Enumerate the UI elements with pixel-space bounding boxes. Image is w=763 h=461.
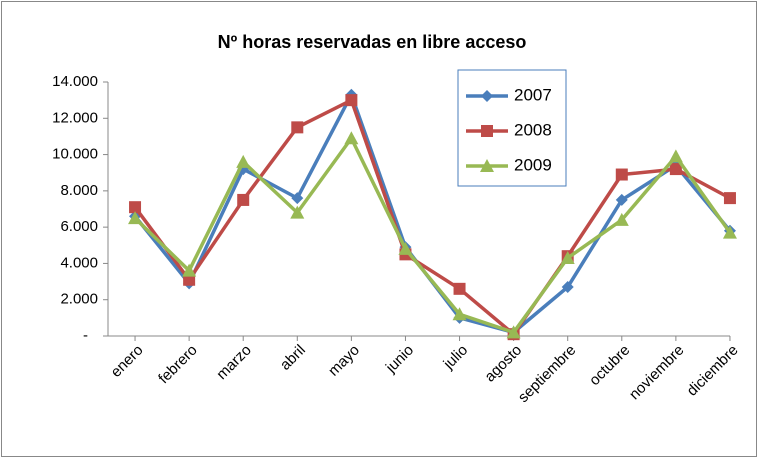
marker [561, 281, 574, 294]
y-tick-label: 10.000 [52, 146, 98, 163]
marker [668, 149, 683, 163]
y-tick-label: 6.000 [60, 218, 98, 235]
marker [481, 125, 493, 137]
marker [722, 225, 737, 239]
legend-label: 2008 [514, 120, 552, 139]
y-tick-label: 12.000 [52, 109, 98, 126]
marker [723, 192, 736, 205]
series-line [133, 136, 732, 335]
marker [236, 154, 251, 168]
marker [183, 273, 196, 286]
marker [182, 263, 197, 277]
chart-title: Nº horas reservadas en libre acceso [218, 32, 527, 52]
marker [237, 193, 250, 206]
marker [128, 211, 143, 225]
marker [480, 159, 494, 172]
marker [669, 163, 682, 176]
marker [129, 201, 142, 214]
legend-label: 2009 [514, 155, 552, 174]
marker [290, 205, 305, 219]
y-tick-label: - [83, 327, 88, 344]
y-tick-label: 2.000 [60, 291, 98, 308]
marker [615, 168, 628, 181]
y-tick-label: 14.000 [52, 73, 98, 90]
marker [398, 241, 413, 255]
marker [453, 282, 466, 295]
y-tick-label: 4.000 [60, 254, 98, 271]
series-line [133, 98, 731, 336]
marker [481, 90, 493, 102]
marker [291, 121, 304, 134]
marker [506, 325, 521, 339]
marker [291, 192, 304, 205]
marker [344, 131, 359, 145]
marker [560, 250, 575, 264]
marker [614, 212, 629, 226]
marker [452, 307, 467, 321]
legend-label: 2007 [514, 85, 552, 104]
marker [615, 193, 628, 206]
marker [345, 94, 358, 107]
y-tick-label: 8.000 [60, 182, 98, 199]
